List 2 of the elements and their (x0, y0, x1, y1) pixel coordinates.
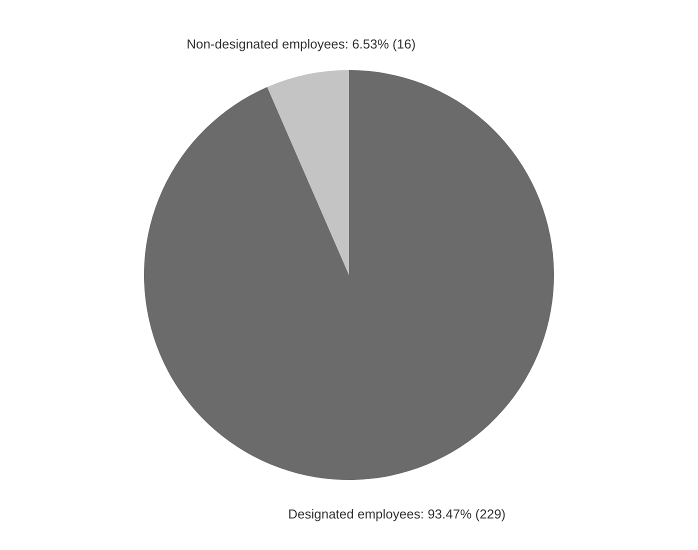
slice-label: Non-designated employees: 6.53% (16) (186, 36, 416, 52)
slice-label: Designated employees: 93.47% (229) (288, 506, 506, 522)
